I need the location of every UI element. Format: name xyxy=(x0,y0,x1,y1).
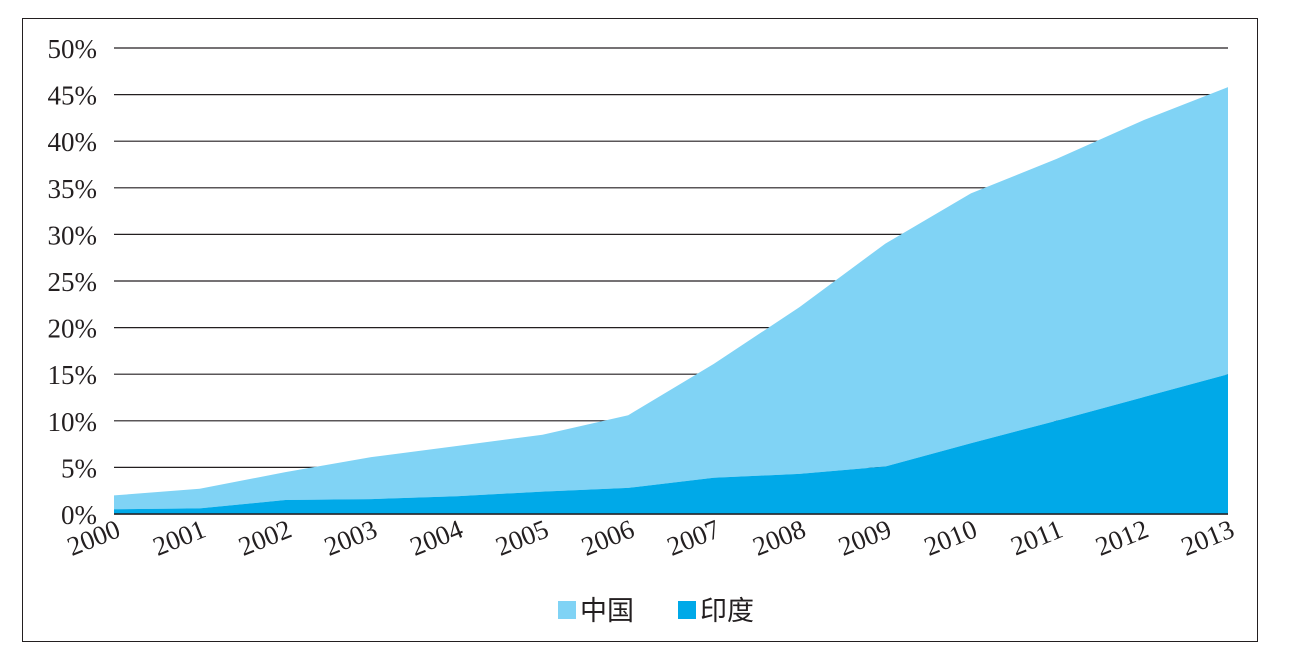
x-tick-label: 2008 xyxy=(748,514,809,562)
y-tick-label: 45% xyxy=(48,81,98,111)
y-tick-label: 5% xyxy=(61,453,97,483)
legend-label-china: 中国 xyxy=(580,596,634,627)
y-tick-label: 10% xyxy=(48,407,98,437)
x-tick-label: 2011 xyxy=(1006,514,1066,562)
y-tick-label: 50% xyxy=(48,34,98,64)
x-tick-label: 2013 xyxy=(1177,514,1238,562)
x-tick-label: 2003 xyxy=(320,514,381,562)
x-tick-label: 2010 xyxy=(920,514,981,562)
area-series-china xyxy=(114,87,1228,510)
y-tick-label: 35% xyxy=(48,174,98,204)
axes: 0%5%10%15%20%25%30%35%40%45%50%2000 2001 2… xyxy=(48,34,1239,562)
y-tick-label: 0% xyxy=(61,500,97,530)
legend-swatch-china xyxy=(558,601,576,619)
plot-areas xyxy=(114,87,1228,514)
x-tick-label: 2002 xyxy=(234,514,295,562)
x-tick-label: 2012 xyxy=(1091,514,1152,562)
y-tick-label: 25% xyxy=(48,267,98,297)
y-tick-label: 20% xyxy=(48,314,98,344)
x-tick-label: 2007 xyxy=(663,514,724,562)
x-tick-label: 2005 xyxy=(491,514,552,562)
legend: 中国 印度 xyxy=(558,596,754,627)
x-tick-label: 2001 xyxy=(149,514,210,562)
legend-swatch-india xyxy=(678,601,696,619)
legend-label-india: 印度 xyxy=(700,596,754,627)
y-tick-label: 15% xyxy=(48,360,98,390)
y-tick-label: 30% xyxy=(48,220,98,250)
area-series-india xyxy=(114,374,1228,514)
x-tick-label: 2004 xyxy=(406,514,468,562)
x-tick-label: 2009 xyxy=(834,514,895,562)
x-tick-label: 2006 xyxy=(577,514,638,562)
y-tick-label: 40% xyxy=(48,127,98,157)
